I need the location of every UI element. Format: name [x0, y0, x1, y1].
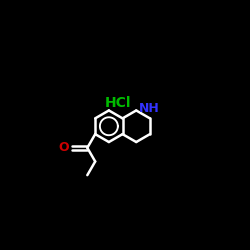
Text: NH: NH: [138, 102, 159, 115]
Text: O: O: [58, 141, 69, 154]
Text: HCl: HCl: [105, 96, 132, 110]
